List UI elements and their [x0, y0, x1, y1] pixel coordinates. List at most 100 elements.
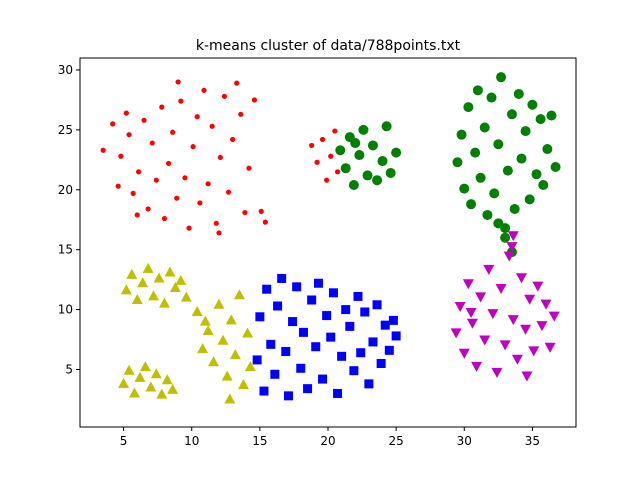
cluster-blue-point-31	[368, 337, 378, 347]
cluster-magenta-point-1	[454, 301, 466, 312]
cluster-yellow-point-32	[238, 379, 250, 390]
cluster-green-point-26	[542, 144, 553, 155]
cluster-yellow-point-15	[134, 371, 146, 382]
y-axis-ticks: 5 10 15 20 25 30	[58, 63, 80, 376]
cluster-red-small-point-2	[319, 136, 326, 143]
cluster-magenta-point-19	[528, 346, 540, 357]
cluster-magenta-point-17	[520, 324, 532, 335]
cluster-red-small-point-1	[314, 159, 320, 165]
cluster-red-point-34	[246, 165, 252, 171]
cluster-yellow-point-20	[161, 374, 173, 385]
cluster-green-small-point-12	[391, 147, 402, 158]
cluster-green-point-25	[538, 179, 549, 190]
cluster-magenta-point-16	[515, 273, 527, 284]
cluster-green-point-1	[456, 129, 467, 140]
cluster-yellow-point-16	[139, 361, 151, 372]
x-tick-label-5: 5	[120, 434, 128, 448]
cluster-red-point-27	[217, 154, 223, 161]
cluster-red-point-36	[258, 208, 264, 214]
cluster-blue-point-20	[326, 332, 336, 342]
cluster-magenta-point-5	[471, 361, 483, 372]
cluster-green-small-point-4	[354, 150, 365, 161]
cluster-magenta-point-24	[548, 311, 560, 322]
cluster-red-point-9	[145, 206, 151, 212]
cluster-green-small-point-13	[350, 138, 361, 149]
cluster-blue-point-1	[255, 312, 265, 322]
cluster-green-point-17	[509, 203, 520, 214]
cluster-blue-point-29	[360, 307, 370, 317]
cluster-blue-point-19	[322, 311, 332, 321]
cluster-yellow-point-11	[180, 291, 192, 302]
cluster-red-point-39	[175, 79, 181, 85]
cluster-green-point-21	[524, 194, 535, 205]
cluster-red-point-22	[197, 200, 203, 206]
cluster-green-point-16	[506, 109, 517, 120]
cluster-blue-point-14	[303, 384, 313, 394]
cluster-yellow-point-35	[199, 315, 211, 326]
cluster-magenta-point-13	[503, 251, 515, 262]
series-cluster-red-small	[309, 128, 341, 183]
cluster-magenta-point-12	[499, 340, 511, 351]
cluster-yellow-point-5	[148, 290, 160, 301]
cluster-blue-point-28	[356, 348, 366, 358]
cluster-blue-point-0	[252, 355, 262, 365]
cluster-red-point-24	[205, 181, 211, 187]
cluster-magenta-point-18	[524, 294, 536, 305]
cluster-blue-point-24	[341, 305, 351, 315]
cluster-red-point-14	[165, 160, 172, 167]
cluster-green-point-31	[493, 218, 504, 229]
cluster-red-point-37	[262, 219, 268, 225]
x-axis-ticks: 5 10 15 20 25 30 35	[120, 427, 540, 448]
cluster-green-point-9	[482, 209, 493, 220]
x-tick-label-30: 30	[457, 434, 472, 448]
cluster-yellow-point-28	[221, 370, 233, 381]
cluster-red-point-19	[186, 225, 192, 231]
cluster-green-point-29	[500, 232, 511, 243]
cluster-blue-point-10	[288, 317, 298, 327]
cluster-yellow-point-36	[224, 393, 236, 404]
cluster-red-small-point-4	[328, 153, 334, 159]
cluster-green-point-15	[502, 165, 513, 176]
cluster-red-point-4	[123, 110, 129, 116]
cluster-blue-point-23	[337, 351, 347, 361]
cluster-red-point-10	[149, 140, 155, 146]
series-cluster-blue	[252, 273, 401, 401]
cluster-red-point-30	[230, 136, 236, 143]
cluster-blue-point-26	[349, 366, 359, 376]
cluster-red-point-15	[170, 129, 176, 135]
cluster-blue-point-18	[318, 374, 328, 384]
cluster-red-point-29	[225, 189, 232, 195]
cluster-red-point-1	[110, 121, 116, 127]
cluster-green-small-point-1	[340, 163, 351, 174]
cluster-blue-point-32	[372, 300, 382, 310]
cluster-yellow-point-26	[213, 298, 225, 309]
cluster-magenta-point-8	[483, 264, 495, 275]
cluster-yellow-point-1	[126, 268, 138, 279]
cluster-green-small-point-0	[335, 145, 346, 156]
cluster-blue-point-6	[273, 301, 283, 311]
cluster-yellow-point-21	[167, 383, 179, 394]
series-cluster-green-small	[335, 121, 402, 190]
cluster-blue-point-21	[328, 288, 338, 298]
cluster-yellow-point-34	[244, 361, 256, 372]
cluster-red-point-0	[100, 147, 106, 153]
cluster-red-point-35	[251, 97, 258, 103]
cluster-blue-point-37	[391, 331, 401, 341]
cluster-blue-point-3	[262, 284, 272, 294]
cluster-yellow-point-31	[233, 289, 245, 300]
cluster-magenta-point-21	[536, 321, 548, 332]
cluster-magenta-point-22	[540, 299, 552, 310]
cluster-green-point-3	[463, 102, 474, 113]
cluster-magenta-point-15	[511, 354, 523, 365]
cluster-red-point-17	[178, 98, 184, 104]
series-cluster-yellow	[118, 262, 256, 404]
cluster-blue-point-22	[333, 388, 343, 398]
cluster-green-point-2	[459, 183, 470, 194]
cluster-red-point-12	[159, 104, 165, 110]
x-tick-label-15: 15	[252, 434, 267, 448]
cluster-green-small-point-11	[385, 168, 396, 179]
cluster-blue-point-25	[345, 321, 355, 331]
cluster-red-small-point-3	[324, 177, 330, 183]
